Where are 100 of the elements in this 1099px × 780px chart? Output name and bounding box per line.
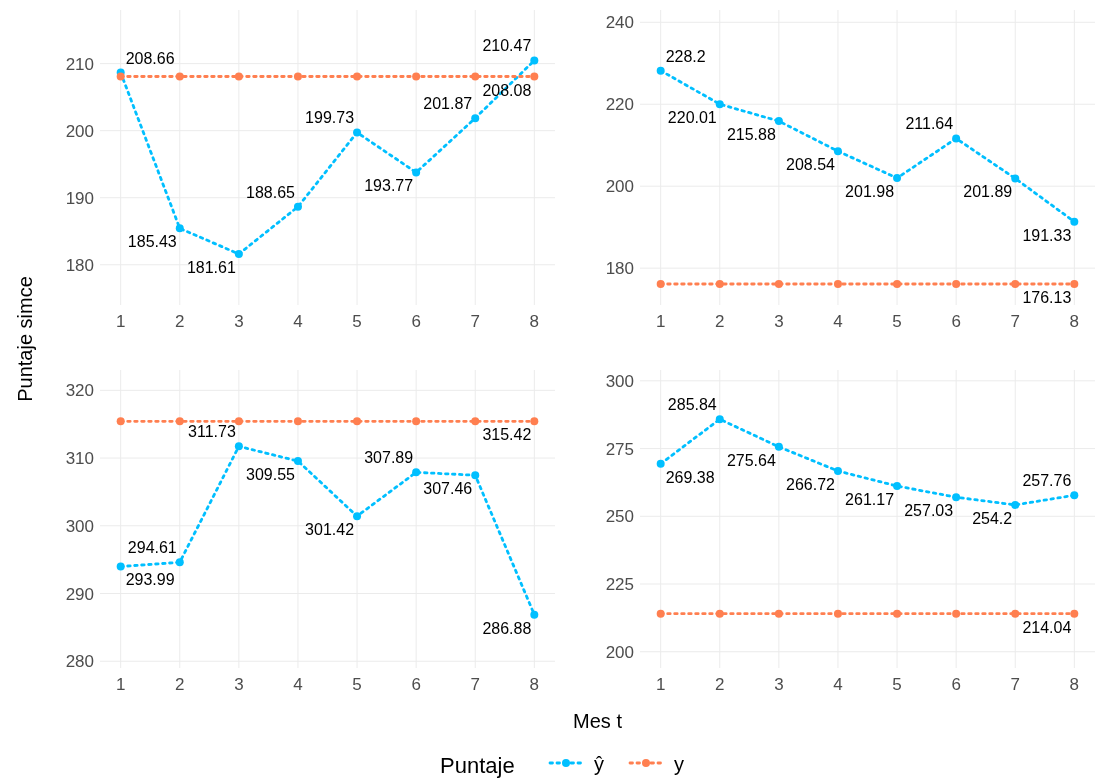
point	[952, 609, 961, 618]
data-label: 214.04	[1022, 618, 1072, 636]
point	[1070, 279, 1079, 288]
data-label: 208.54	[786, 156, 836, 174]
data-label: 315.42	[482, 426, 532, 444]
point	[656, 459, 665, 468]
point	[530, 610, 539, 619]
y-tick-label: 180	[605, 259, 634, 279]
y-tick-label: 300	[605, 371, 634, 391]
point	[293, 457, 302, 466]
point	[774, 609, 783, 618]
data-label: 191.33	[1022, 226, 1072, 244]
x-tick-label: 7	[470, 675, 480, 694]
y-tick-label: 210	[65, 54, 94, 74]
data-label: 176.13	[1022, 288, 1072, 306]
point	[175, 72, 184, 81]
data-label: 311.73	[188, 423, 236, 441]
x-tick-label: 5	[892, 312, 902, 331]
data-label: 208.08	[482, 81, 532, 99]
point	[952, 493, 961, 502]
y-tick-label: 320	[65, 381, 94, 401]
y-tick-label: 180	[65, 255, 94, 275]
point	[234, 72, 243, 81]
y-tick-label: 200	[605, 642, 634, 662]
data-label: 228.2	[665, 47, 706, 65]
point	[412, 468, 421, 477]
x-tick-label: 2	[715, 312, 725, 331]
point	[293, 72, 302, 81]
point	[893, 609, 902, 618]
point	[1011, 609, 1020, 618]
data-label: 309.55	[246, 466, 296, 484]
point	[471, 417, 480, 426]
y-tick-label: 200	[65, 121, 94, 141]
legend-label: ŷ	[594, 753, 604, 775]
x-tick-label: 6	[951, 675, 961, 694]
x-tick-label: 7	[1010, 675, 1020, 694]
y-tick-label: 200	[605, 177, 634, 197]
point	[715, 415, 724, 424]
x-tick-label: 6	[411, 675, 421, 694]
data-label: 301.42	[305, 521, 355, 539]
point	[471, 72, 480, 81]
y-tick-label: 280	[65, 652, 94, 672]
point	[1070, 217, 1079, 226]
y-tick-label: 220	[605, 95, 634, 115]
x-tick-label: 3	[774, 675, 784, 694]
data-label: 257.76	[1022, 472, 1072, 490]
point	[833, 279, 842, 288]
point	[412, 72, 421, 81]
point	[116, 562, 125, 571]
point	[715, 609, 724, 618]
data-label: 294.61	[127, 539, 177, 557]
y-axis-title: Puntaje simce	[14, 276, 36, 402]
point	[175, 224, 184, 233]
point	[530, 56, 539, 65]
x-tick-label: 8	[1069, 675, 1080, 694]
point	[774, 442, 783, 451]
data-label: 215.88	[726, 126, 776, 144]
point	[530, 72, 539, 81]
x-tick-label: 5	[352, 675, 362, 694]
point	[471, 471, 480, 480]
data-label: 307.89	[364, 449, 414, 467]
x-tick-label: 2	[175, 312, 185, 331]
x-tick-label: 8	[529, 675, 540, 694]
data-label: 285.84	[667, 396, 717, 414]
point	[293, 417, 302, 426]
point	[353, 417, 362, 426]
data-label: 293.99	[125, 571, 175, 589]
data-label: 261.17	[845, 491, 895, 509]
data-label: 193.77	[364, 177, 414, 195]
y-tick-label: 250	[605, 507, 634, 527]
point	[952, 134, 961, 143]
x-tick-label: 3	[774, 312, 784, 331]
y-tick-label: 275	[605, 439, 634, 459]
point	[833, 609, 842, 618]
data-label: 181.61	[186, 258, 236, 276]
data-label: 257.03	[904, 502, 954, 520]
point	[715, 279, 724, 288]
legend-title: Puntaje	[440, 753, 515, 778]
point	[353, 512, 362, 521]
data-label: 201.98	[845, 183, 895, 201]
point	[116, 417, 125, 426]
data-label: 188.65	[246, 183, 296, 201]
x-tick-label: 6	[951, 312, 961, 331]
x-tick-label: 1	[655, 312, 666, 331]
x-tick-label: 4	[833, 312, 843, 331]
point	[1070, 491, 1079, 500]
point	[412, 168, 421, 177]
y-tick-label: 240	[605, 13, 634, 33]
point	[1011, 174, 1020, 183]
x-tick-label: 3	[234, 675, 244, 694]
point	[833, 147, 842, 156]
x-tick-label: 5	[352, 312, 362, 331]
data-label: 220.01	[667, 109, 717, 127]
y-tick-label: 225	[605, 575, 634, 595]
data-label: 269.38	[665, 468, 715, 486]
data-label: 211.64	[905, 115, 954, 133]
x-tick-label: 7	[470, 312, 480, 331]
x-tick-label: 3	[234, 312, 244, 331]
data-label: 185.43	[127, 233, 177, 251]
data-label: 286.88	[482, 619, 532, 637]
